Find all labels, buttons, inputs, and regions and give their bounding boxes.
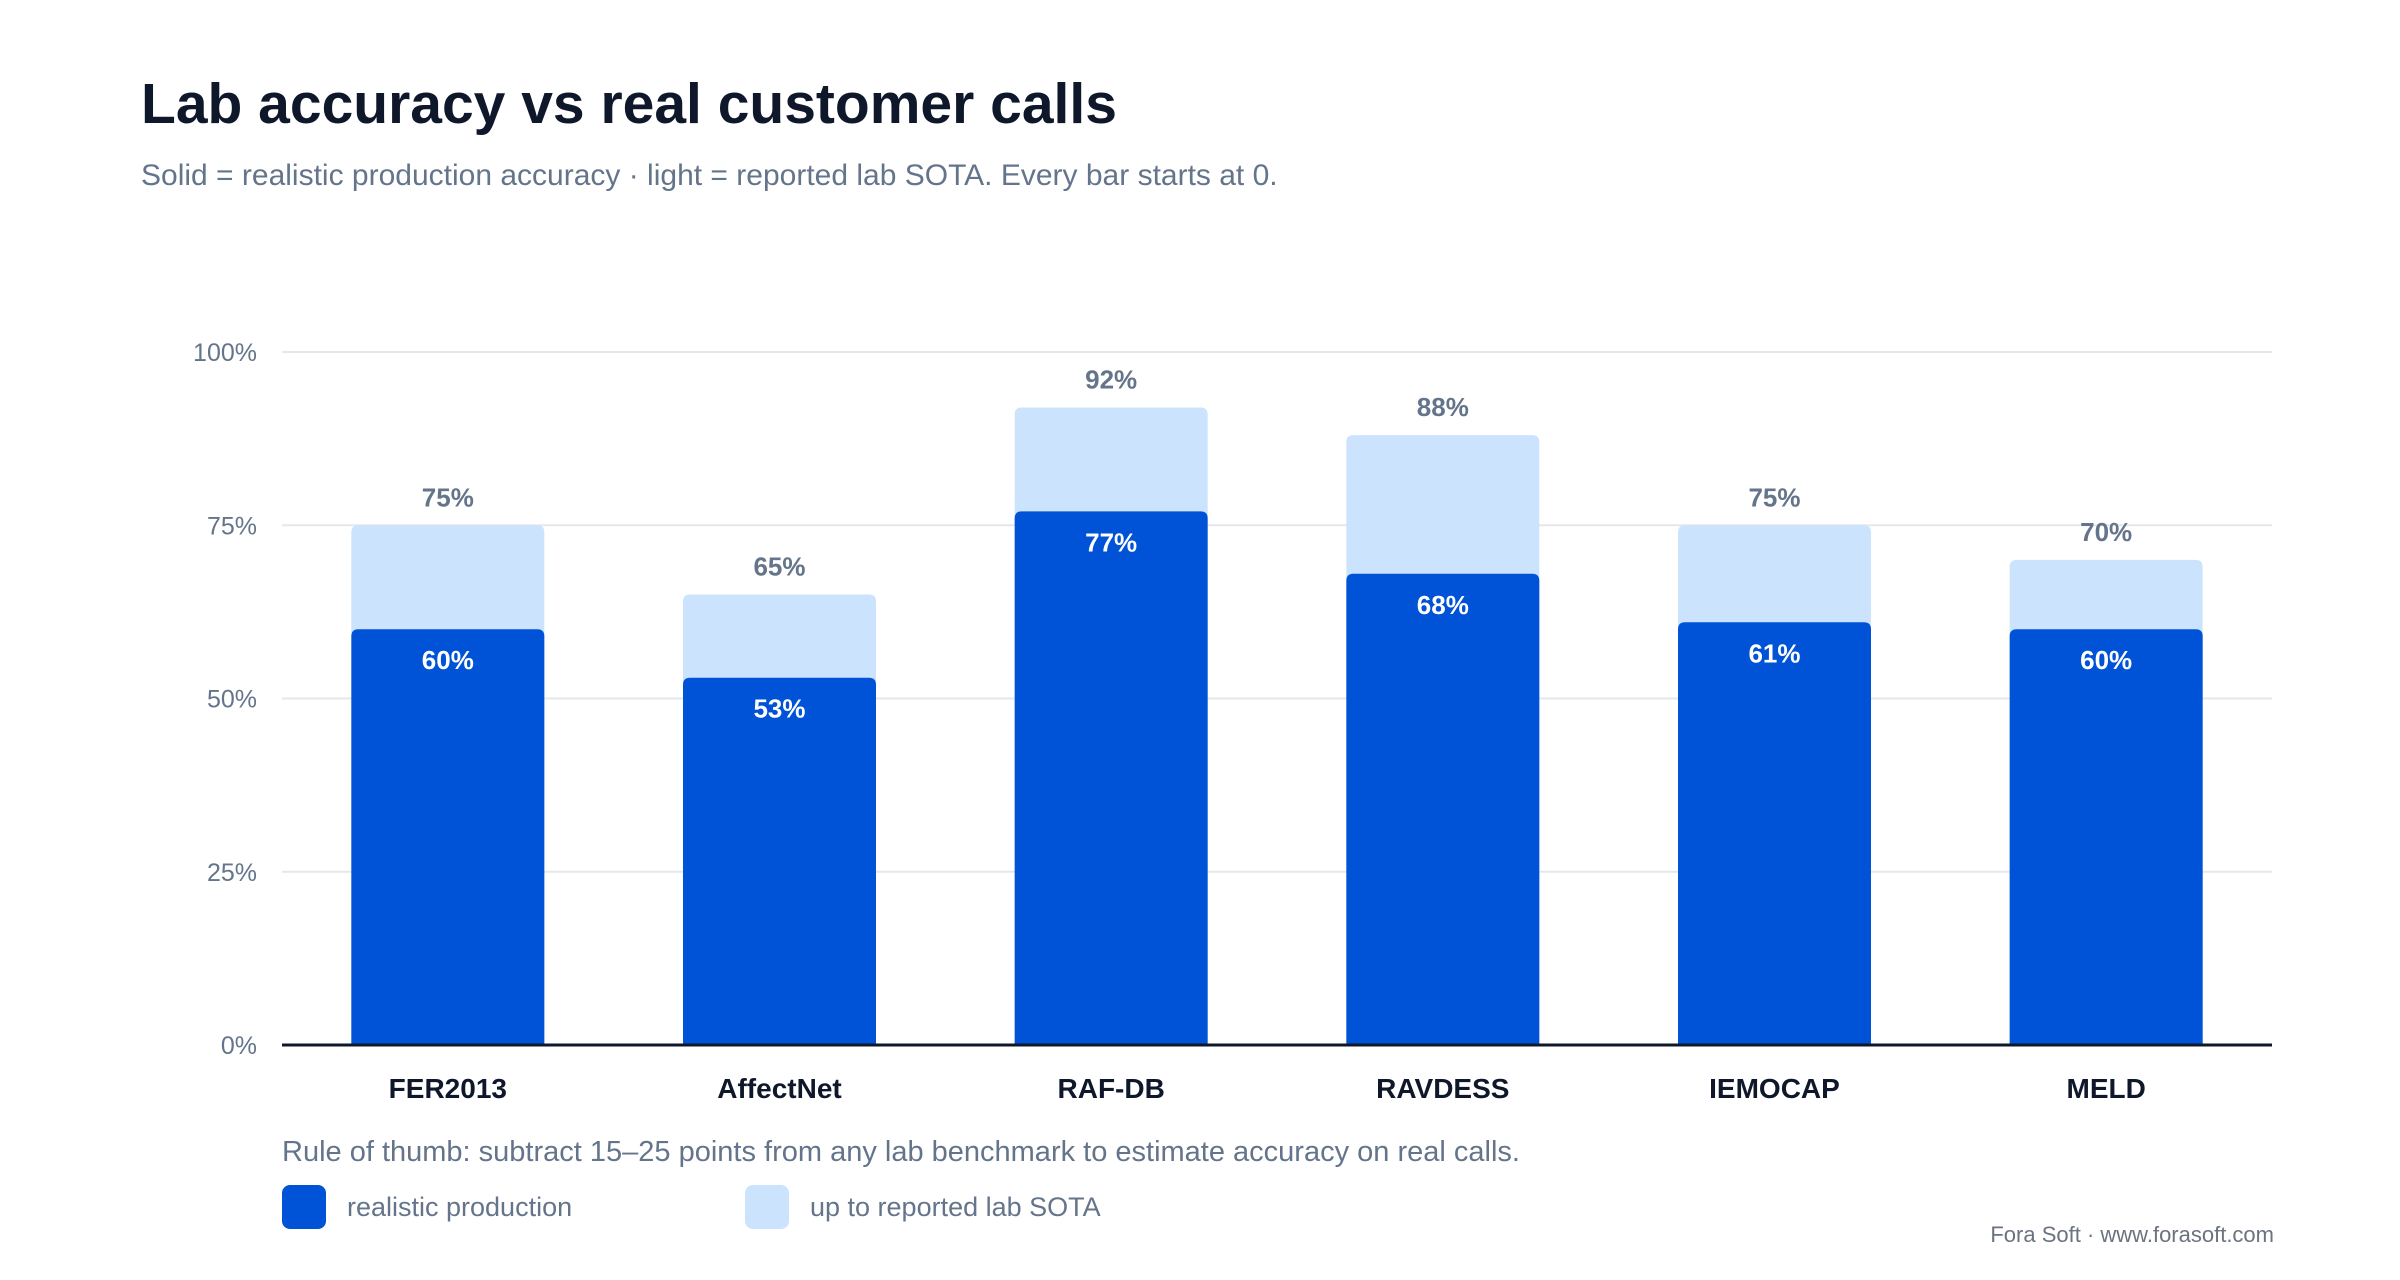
bar-production [1346, 573, 1540, 1045]
data-label-lab-sota: 92% [1085, 364, 1137, 394]
x-axis-labels: FER2013 AffectNet RAF-DB RAVDESS IEMOCAP MELD [389, 1073, 2146, 1104]
data-label-lab-sota: 70% [2080, 517, 2132, 547]
category-label: IEMOCAP [1709, 1073, 1840, 1104]
data-label-lab-sota: 75% [1748, 482, 1800, 512]
data-labels: 75% 60% 65% 53% 92% 77% 88% 68% 75% 61% 70% 60% [422, 364, 2132, 723]
data-label-production: 61% [1748, 638, 1800, 668]
y-tick-label: 25% [207, 859, 257, 887]
chart-note: Rule of thumb: subtract 15–25 points fro… [282, 1136, 1520, 1168]
chart-subtitle: Solid = realistic production accuracy · … [141, 159, 1278, 192]
data-label-production: 68% [1417, 590, 1469, 620]
category-label: RAVDESS [1376, 1073, 1509, 1104]
chart-title: Lab accuracy vs real customer calls [141, 72, 1117, 136]
legend-item-lab: up to reported lab SOTA [745, 1185, 1101, 1229]
legend-swatch-production [282, 1185, 326, 1229]
y-tick-label: 75% [207, 512, 257, 540]
bar-production [1014, 511, 1208, 1045]
bar-production [683, 677, 876, 1045]
legend-label-production: realistic production [347, 1191, 573, 1222]
legend-label-lab: up to reported lab SOTA [810, 1191, 1101, 1222]
category-label: FER2013 [389, 1073, 507, 1104]
y-tick-label: 50% [207, 686, 257, 714]
y-tick-label: 0% [221, 1032, 257, 1060]
data-label-lab-sota: 88% [1417, 392, 1469, 422]
bar-production [2009, 629, 2203, 1045]
data-label-production: 60% [2080, 645, 2132, 675]
credit-text: Fora Soft · www.forasoft.com [1990, 1222, 2274, 1247]
data-label-lab-sota: 75% [422, 482, 474, 512]
y-tick-label: 100% [193, 339, 257, 367]
y-axis-ticks: 0% 25% 50% 75% 100% [193, 339, 257, 1060]
data-label-lab-sota: 65% [753, 552, 805, 582]
bar-production [1678, 622, 1871, 1045]
bars [351, 407, 2203, 1045]
bar-production [351, 629, 545, 1045]
legend-item-production: realistic production [282, 1185, 572, 1229]
data-label-production: 53% [753, 694, 805, 724]
data-label-production: 60% [422, 645, 474, 675]
category-label: AffectNet [717, 1073, 841, 1104]
category-label: MELD [2067, 1073, 2146, 1104]
category-label: RAF-DB [1058, 1073, 1165, 1104]
legend-swatch-lab [745, 1185, 789, 1229]
gridlines [282, 351, 2272, 873]
data-label-production: 77% [1085, 527, 1137, 557]
